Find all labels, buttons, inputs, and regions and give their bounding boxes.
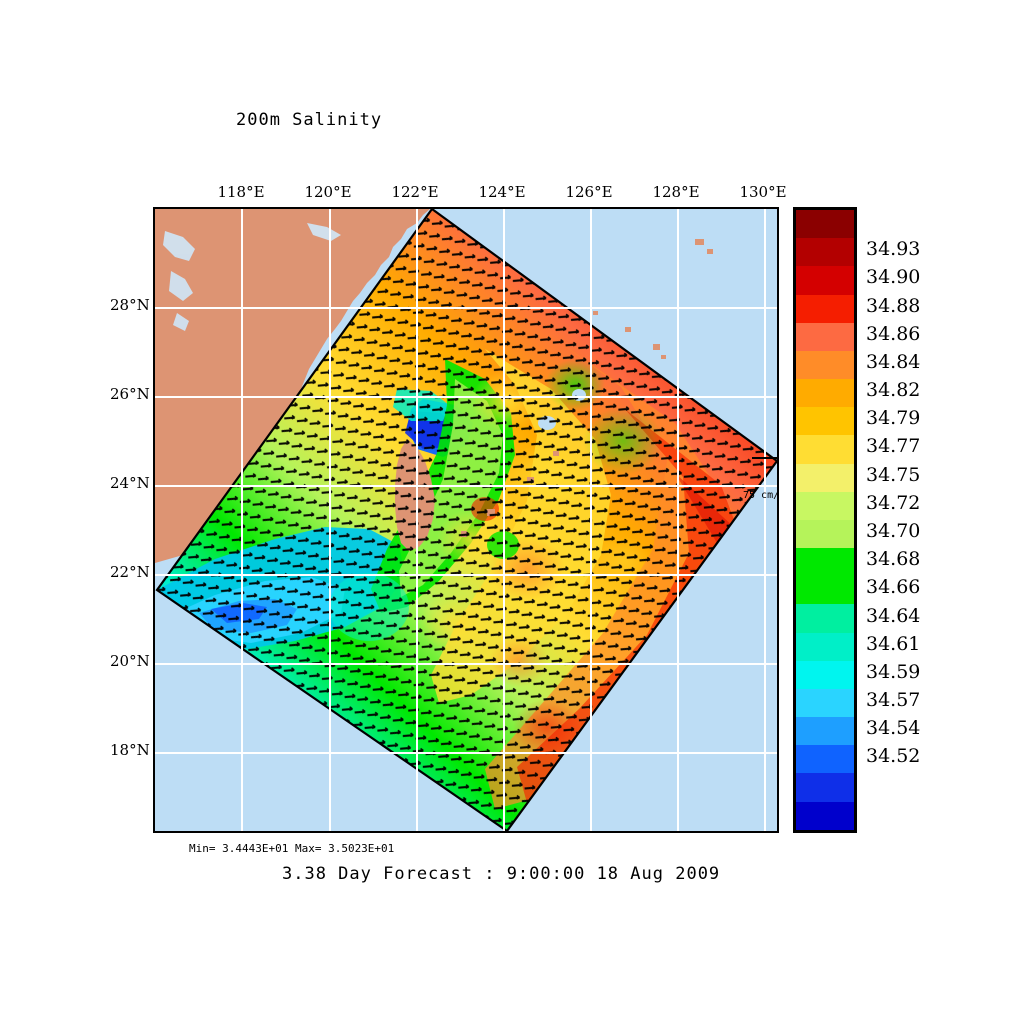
colorbar-tick-label: 34.64 — [866, 604, 921, 627]
y-tick-20N: 20°N — [110, 652, 150, 670]
gridline-118E — [241, 209, 243, 831]
salinity-colorbar — [793, 207, 857, 833]
x-tick-128E: 128°E — [652, 183, 700, 201]
model-domain-outline — [155, 209, 777, 831]
colorbar-band — [796, 238, 854, 267]
colorbar-band — [796, 745, 854, 774]
colorbar-tick-label: 34.54 — [866, 717, 921, 740]
colorbar-tick-label: 34.68 — [866, 548, 921, 571]
colorbar-tick-label: 34.79 — [866, 407, 921, 430]
x-tick-130E: 130°E — [739, 183, 787, 201]
vector-scale-key — [752, 452, 777, 464]
colorbar-tick-label: 34.59 — [866, 660, 921, 683]
y-tick-28N: 28°N — [110, 296, 150, 314]
colorbar-band — [796, 519, 854, 549]
colorbar-tick-label: 34.61 — [866, 632, 921, 655]
x-tick-126E: 126°E — [565, 183, 613, 201]
colorbar-band — [796, 463, 854, 492]
x-tick-124E: 124°E — [478, 183, 526, 201]
colorbar-band — [796, 717, 854, 746]
colorbar-tick-label: 34.75 — [866, 463, 921, 486]
gridline-24N — [155, 485, 777, 487]
colorbar-tick-label: 34.70 — [866, 520, 921, 542]
gridline-26N — [155, 396, 777, 398]
gridline-126E — [590, 209, 592, 831]
colorbar-tick-labels: 34.93 34.90 34.88 34.86 34.84 34.82 34.79 34.77… — [866, 207, 986, 833]
colorbar-tick-label: 34.84 — [866, 350, 921, 373]
colorbar-band — [796, 294, 854, 323]
colorbar-tick-label: 34.57 — [866, 689, 921, 712]
y-tick-26N: 26°N — [110, 385, 150, 403]
colorbar-band — [796, 407, 854, 436]
y-tick-18N: 18°N — [110, 741, 150, 759]
colorbar-tick-label: 34.88 — [866, 294, 921, 317]
colorbar-tick-label: 34.82 — [866, 379, 921, 402]
y-tick-22N: 22°N — [110, 563, 150, 581]
colorbar-band — [796, 801, 854, 830]
gridline-28N — [155, 307, 777, 309]
colorbar-tick-label: 34.86 — [866, 322, 921, 345]
colorbar-band — [796, 688, 854, 718]
gridline-122E — [416, 209, 418, 831]
x-tick-118E: 118°E — [217, 183, 265, 201]
colorbar-band — [796, 548, 854, 577]
colorbar-band — [796, 604, 854, 633]
x-tick-120E: 120°E — [304, 183, 352, 201]
colorbar-tick-label: 34.90 — [866, 266, 921, 289]
colorbar-band — [796, 576, 854, 605]
forecast-caption: 3.38 Day Forecast : 9:00:00 18 Aug 2009 — [282, 864, 721, 884]
colorbar-band — [796, 322, 854, 351]
map-plot-area: 75 cm/s — [153, 207, 779, 833]
y-tick-24N: 24°N — [110, 474, 150, 492]
colorbar-tick-label: 34.72 — [866, 491, 921, 514]
colorbar-band — [796, 210, 854, 239]
vector-scale-label: 75 cm/s — [743, 490, 779, 501]
colorbar-band — [796, 632, 854, 661]
colorbar-band — [796, 379, 854, 408]
colorbar-band — [796, 773, 854, 802]
colorbar-band — [796, 491, 854, 520]
colorbar-band — [796, 435, 854, 464]
gridline-128E — [677, 209, 679, 831]
x-tick-122E: 122°E — [391, 183, 439, 201]
colorbar-tick-label: 34.66 — [866, 576, 921, 599]
colorbar-band — [796, 350, 854, 380]
gridline-130E — [764, 209, 766, 831]
colorbar-band — [796, 266, 854, 295]
colorbar-band — [796, 660, 854, 689]
gridline-22N — [155, 574, 777, 576]
colorbar-tick-label: 34.52 — [866, 745, 921, 768]
map-canvas — [155, 209, 777, 831]
gridline-18N — [155, 752, 777, 754]
gridline-124E — [503, 209, 505, 831]
minmax-annotation: Min= 3.4443E+01 Max= 3.5023E+01 — [189, 842, 395, 855]
gridline-20N — [155, 663, 777, 665]
colorbar-tick-label: 34.77 — [866, 435, 921, 458]
gridline-120E — [329, 209, 331, 831]
colorbar-tick-label: 34.93 — [866, 238, 921, 261]
page-title: 200m Salinity — [236, 110, 383, 130]
